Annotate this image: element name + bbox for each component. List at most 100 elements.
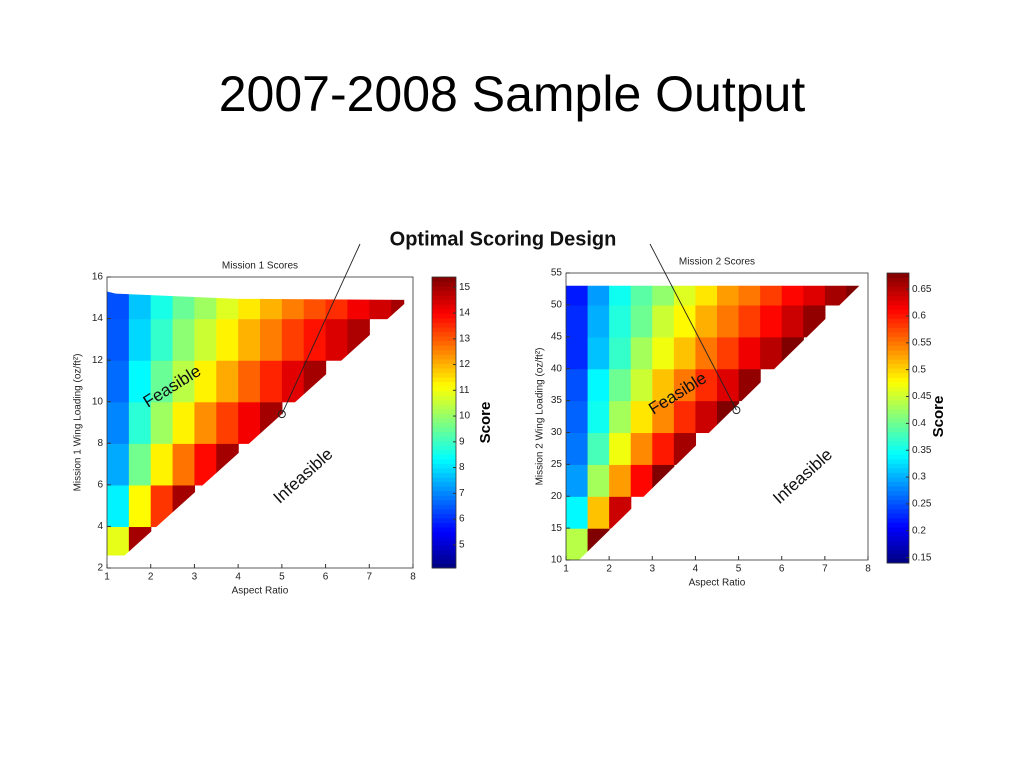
heatmap-cell (630, 336, 653, 370)
y-tick-label: 25 (551, 459, 563, 470)
y-axis-label: Mission 1 Wing Loading (oz/ft²) (73, 354, 84, 492)
colorbar-segment (887, 508, 909, 514)
y-tick-label: 6 (97, 479, 103, 490)
colorbar-segment (887, 336, 909, 342)
colorbar-segment (432, 445, 456, 451)
colorbar-tick-label: 0.35 (912, 445, 932, 456)
heatmap-cell (824, 285, 848, 306)
colorbar-segment (432, 354, 456, 360)
colorbar-segment (887, 304, 909, 310)
heatmap-cell (609, 368, 632, 402)
heatmap-cell (566, 336, 589, 370)
heatmap-cell (738, 336, 761, 370)
colorbar-tick-label: 0.45 (912, 391, 932, 402)
colorbar-segment (432, 377, 456, 383)
colorbar-tick-label: 15 (459, 282, 471, 293)
callout-leader (281, 243, 361, 415)
heatmap-cell (652, 464, 675, 497)
colorbar-segment (432, 331, 456, 337)
colorbar-segment (432, 349, 456, 355)
heatmap-cell (107, 526, 130, 556)
heatmap-cell (781, 336, 804, 370)
colorbar-segment (887, 386, 909, 392)
heatmap-cell (238, 401, 261, 444)
x-tick-label: 2 (606, 564, 612, 575)
heatmap-cell (587, 285, 610, 306)
colorbar-segment (887, 427, 909, 433)
heatmap-cell (717, 336, 740, 370)
heatmap-cell (587, 336, 610, 370)
heatmap-cell (281, 318, 305, 361)
heatmap-cell (673, 400, 697, 434)
heatmap-cell (107, 291, 130, 320)
heatmap-cell (150, 318, 174, 361)
heatmap-cell (587, 528, 610, 560)
heatmap-cell (107, 484, 130, 528)
heatmap-cell (194, 291, 217, 320)
heatmap-cell (609, 496, 632, 529)
colorbar-segment (432, 458, 456, 464)
heatmap-cell (652, 368, 675, 402)
x-tick-label: 7 (367, 572, 373, 583)
colorbar-segment (887, 291, 909, 297)
heatmap-cell (194, 318, 217, 361)
colorbar-segment (432, 404, 456, 410)
colorbar-segment (887, 404, 909, 410)
heatmap-cell (150, 401, 174, 444)
colorbar-segment (432, 422, 456, 428)
y-tick-label: 15 (551, 523, 563, 534)
colorbar-segment (887, 467, 909, 473)
heatmap-cell (238, 291, 261, 320)
colorbar-segment (887, 277, 909, 283)
colorbar-segment (432, 299, 456, 305)
colorbar-segment (432, 290, 456, 296)
heatmap-cell (566, 432, 589, 465)
colorbar-tick-label: 0.65 (912, 284, 932, 295)
colorbar-segment (887, 490, 909, 496)
axes-frame (106, 276, 414, 569)
colorbar-segment (432, 490, 456, 496)
heatmap-cell (172, 401, 196, 444)
colorbar-segment (432, 390, 456, 396)
heatmap-cell (673, 304, 697, 338)
heatmap-cell (587, 400, 610, 434)
colorbar-segment (887, 286, 909, 292)
colorbar-segment (432, 340, 456, 346)
colorbar-segment (887, 558, 909, 564)
colorbar-segment (887, 449, 909, 455)
colorbar-segment (432, 436, 456, 442)
colorbar-tick-label: 0.55 (912, 337, 932, 348)
colorbar-frame (886, 272, 910, 564)
colorbar-segment (432, 358, 456, 364)
region-annotation: Infeasible (769, 445, 836, 508)
x-tick-label: 2 (148, 572, 154, 583)
colorbar-segment (887, 399, 909, 405)
colorbar-segment (432, 536, 456, 542)
colorbar-segment (432, 277, 456, 283)
colorbar-segment (432, 463, 456, 469)
colorbar-segment (432, 454, 456, 460)
heatmap-cell (609, 432, 632, 465)
colorbar-segment (432, 513, 456, 519)
heatmap-cell (281, 360, 305, 403)
colorbar-tick-label: 13 (459, 333, 471, 344)
heatmap-cell (695, 368, 718, 402)
callout: Optimal Scoring Design (390, 228, 617, 250)
colorbar-segment (432, 549, 456, 555)
heatmap-cell (260, 360, 283, 403)
heatmap-cell (566, 496, 589, 529)
heatmap-cell (781, 304, 804, 338)
heatmap-cell (652, 304, 675, 338)
heatmap-cell (566, 464, 589, 497)
colorbar-segment (887, 540, 909, 546)
colorbar-segment (887, 472, 909, 478)
heatmap-cell (260, 401, 283, 444)
heatmap-cells (566, 285, 860, 560)
colorbar-tick-label: 11 (459, 385, 470, 396)
colorbar-segment (887, 549, 909, 555)
colorbar-segment (887, 531, 909, 537)
heatmap-cell (695, 304, 718, 338)
heatmap-cell (107, 318, 130, 361)
heatmap-cell (630, 304, 653, 338)
